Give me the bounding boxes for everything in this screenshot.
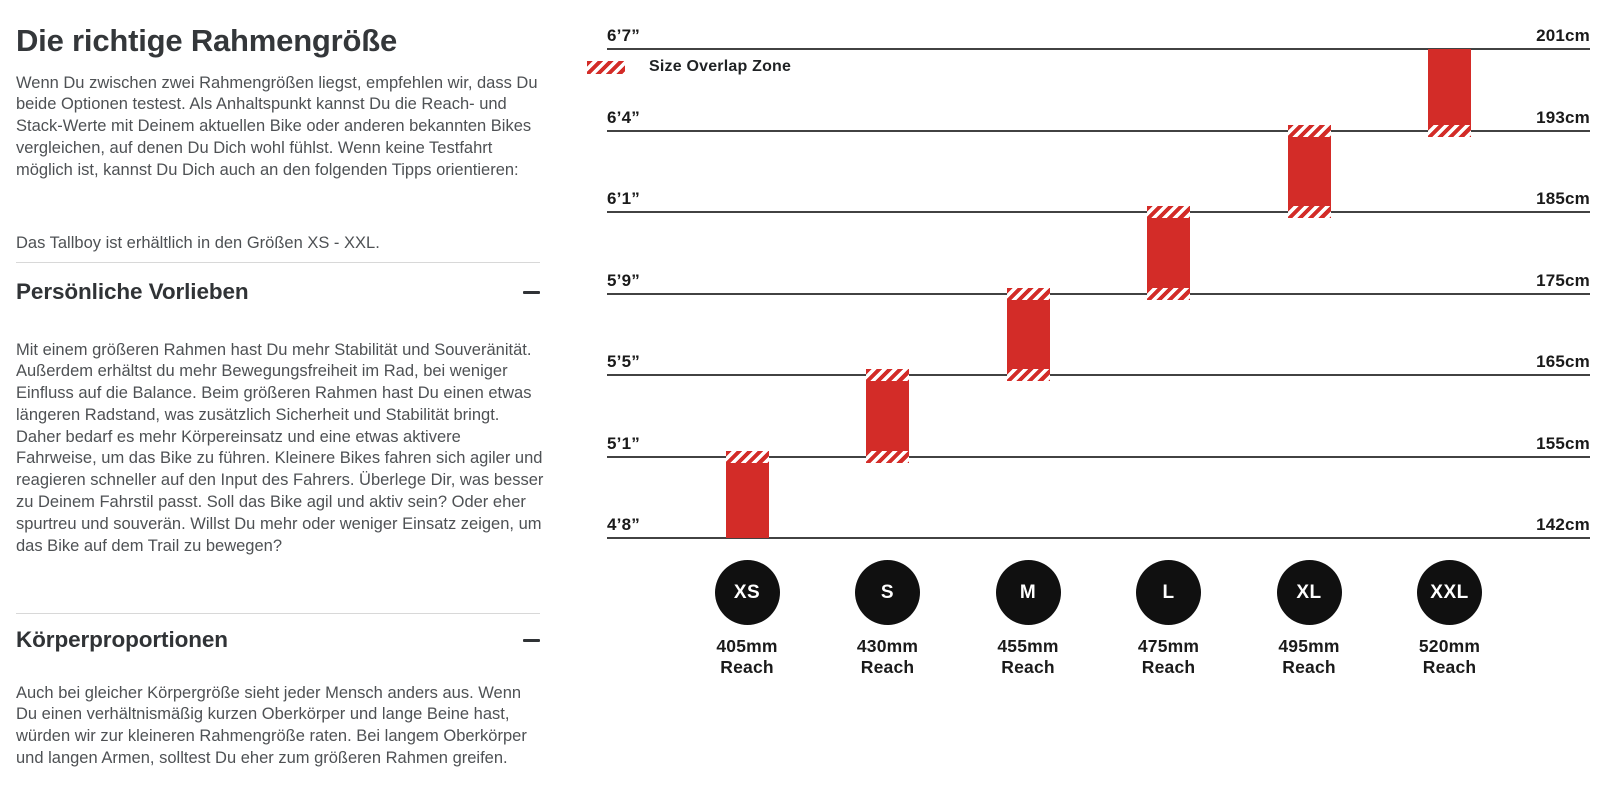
axis-label-height-cm: 201cm [1536, 26, 1590, 45]
size-overlap-hatch [866, 450, 909, 463]
accordion-header-koerperproportionen[interactable]: Körperproportionen [16, 624, 540, 656]
chart-gridline [607, 129, 1590, 132]
chart-gridline [607, 211, 1590, 213]
size-bar [1287, 136, 1331, 206]
reach-label-l: 475mm Reach [1099, 636, 1239, 678]
axis-label-height-cm: 142cm [1536, 515, 1590, 534]
axis-label-height-ft: 5’9” [607, 270, 640, 290]
collapse-minus-icon[interactable] [523, 638, 540, 642]
chart-gridline [607, 374, 1590, 376]
axis-label-height-cm: 193cm [1536, 107, 1590, 127]
size-circle-xxl: XXL [1417, 560, 1482, 625]
reach-value: 405mm [716, 636, 778, 656]
reach-label-s: 430mm Reach [818, 636, 958, 678]
reach-caption: Reach [720, 657, 774, 677]
size-circle-s: S [855, 560, 920, 625]
chart-gridline [607, 537, 1590, 539]
axis-label-height-ft: 6’1” [607, 189, 640, 208]
section-body: Auch bei gleicher Körpergröße sieht jede… [16, 683, 527, 767]
size-circle-xl: XL [1276, 560, 1342, 625]
reach-value: 475mm [1137, 636, 1200, 656]
size-bar [1006, 299, 1050, 369]
size-overlap-hatch [1287, 124, 1331, 137]
size-bar [1428, 49, 1471, 125]
size-overlap-hatch [1147, 206, 1190, 218]
chart-gridline [607, 292, 1590, 295]
reach-caption: Reach [1282, 657, 1336, 677]
size-circle-label: M [1019, 581, 1037, 603]
axis-label-height-cm: 165cm [1536, 352, 1590, 371]
legend-label: Size Overlap Zone [649, 58, 792, 75]
reach-caption: Reach [860, 657, 915, 677]
chart-gridline [607, 48, 1590, 50]
size-overlap-hatch [1147, 287, 1190, 300]
axis-label-height-ft: 4’8” [607, 515, 640, 534]
size-circle-label: XXL [1430, 581, 1469, 603]
size-bar [725, 462, 769, 538]
section-divider [16, 262, 540, 263]
size-overlap-hatch [1006, 287, 1050, 300]
chart-legend: Size Overlap Zone [587, 58, 791, 76]
axis-label-height-ft: 5’5” [607, 352, 640, 371]
size-circle-label: S [880, 581, 895, 603]
size-bar [866, 381, 909, 451]
availability-note: Das Tallboy ist erhältlich in den Größen… [16, 233, 380, 252]
size-circle-l: L [1136, 560, 1201, 625]
size-overlap-hatch [866, 369, 909, 381]
size-circle-label: XL [1296, 581, 1322, 603]
intro-paragraph: Wenn Du zwischen zwei Rahmengrößen liegs… [16, 73, 538, 179]
size-circle-label: XS [733, 581, 761, 603]
size-circle-m: M [995, 560, 1061, 625]
page-title: Die richtige Rahmengröße [16, 22, 398, 58]
section-heading: Körperproportionen [16, 627, 228, 652]
axis-label-height-cm: 155cm [1536, 433, 1590, 453]
size-overlap-hatch [1428, 124, 1471, 137]
reach-value: 495mm [1278, 636, 1340, 656]
size-overlap-hatch [1287, 206, 1331, 218]
reach-label-xl: 495mm Reach [1239, 636, 1379, 678]
size-overlap-hatch [725, 450, 769, 463]
reach-caption: Reach [1422, 657, 1477, 677]
size-overlap-hatch [1006, 369, 1050, 381]
reach-label-xxl: 520mm Reach [1380, 636, 1520, 678]
overlap-hatch-swatch-icon [587, 60, 625, 74]
accordion-header-persoenliche-vorlieben[interactable]: Persönliche Vorlieben [16, 276, 540, 308]
axis-label-height-cm: 185cm [1536, 189, 1590, 208]
reach-value: 520mm [1418, 636, 1481, 656]
axis-label-height-ft: 5’1” [607, 433, 640, 453]
reach-label-xs: 405mm Reach [677, 636, 817, 678]
reach-label-m: 455mm Reach [958, 636, 1098, 678]
size-bar [1147, 218, 1190, 288]
section-divider [16, 613, 540, 614]
reach-caption: Reach [1141, 657, 1196, 677]
section-body: Mit einem größeren Rahmen hast Du mehr S… [16, 340, 544, 555]
reach-value: 455mm [997, 636, 1059, 656]
size-circle-label: L [1162, 581, 1175, 603]
reach-caption: Reach [1001, 657, 1055, 677]
section-heading: Persönliche Vorlieben [16, 279, 249, 304]
reach-value: 430mm [856, 636, 919, 656]
axis-label-height-ft: 6’7” [607, 26, 640, 45]
axis-label-height-ft: 6’4” [607, 107, 640, 127]
chart-gridline [607, 455, 1590, 458]
axis-label-height-cm: 175cm [1536, 270, 1590, 290]
size-circle-xs: XS [714, 560, 780, 625]
collapse-minus-icon[interactable] [523, 290, 540, 294]
